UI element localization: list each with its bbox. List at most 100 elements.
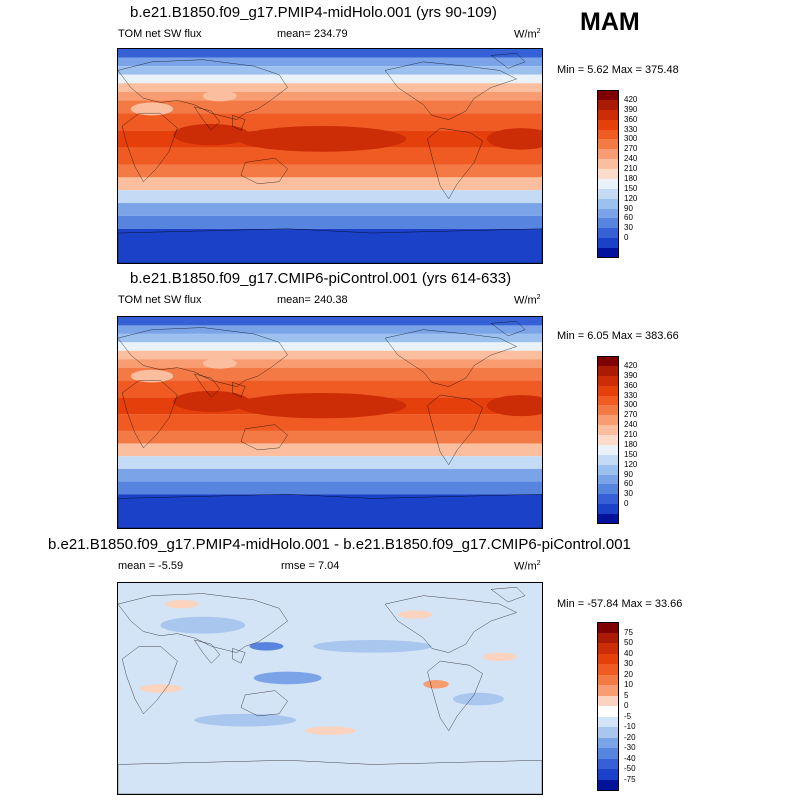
- min-max-label: Min = 5.62 Max = 375.48: [557, 64, 679, 76]
- zonal-band: [118, 494, 542, 528]
- colorbar-tick-label: 270: [624, 144, 638, 154]
- zonal-band: [118, 74, 542, 84]
- panel-title: b.e21.B1850.f09_g17.PMIP4-midHolo.001 - …: [48, 536, 631, 553]
- coastline: [241, 691, 288, 716]
- coastline: [232, 115, 245, 130]
- colorbar-swatch: [597, 90, 619, 101]
- colorbar-tick-label: 330: [624, 390, 638, 400]
- colorbar-swatch: [597, 444, 619, 456]
- coastline: [122, 113, 177, 181]
- colorbar-tick-label: 240: [624, 154, 638, 164]
- coastline: [118, 60, 288, 120]
- colorbar: 420 390 360 330 300 270 240 210 180 150 120 90 60 30 0: [597, 90, 647, 260]
- coastline: [428, 128, 483, 199]
- units-text: W/m: [514, 560, 537, 573]
- zonal-band: [118, 190, 542, 204]
- coastline: [118, 328, 288, 387]
- colorbar-swatch: [597, 375, 619, 387]
- anomaly-patch: [313, 639, 432, 653]
- colorbar-tick-label: 360: [624, 114, 638, 124]
- colorbar-tick-label: 10: [624, 680, 633, 689]
- colorbar-tick-label: 150: [624, 183, 638, 193]
- colorbar-swatch: [597, 139, 619, 150]
- colorbar-tick-label: 390: [624, 104, 638, 114]
- atlantic-maximum: [486, 128, 542, 150]
- colorbar-tick-label: 5: [624, 690, 629, 700]
- colorbar-swatch: [597, 685, 619, 696]
- sahara-patch: [130, 102, 174, 116]
- zonal-band: [118, 83, 542, 92]
- coastline: [194, 640, 219, 663]
- colorbar-tick-label: 30: [624, 659, 633, 668]
- colorbar-swatch: [597, 159, 619, 170]
- coastline: [232, 382, 245, 397]
- coastline: [232, 648, 245, 663]
- colorbar-tick-label: 120: [624, 193, 638, 203]
- colorbar-swatch: [597, 454, 619, 466]
- zonal-band: [118, 57, 542, 67]
- colorbar-tick-label: 0: [624, 233, 629, 243]
- colorbar-tick-label: 420: [624, 94, 638, 104]
- center-label: rmse = 7.04: [281, 560, 340, 572]
- map-canvas: [118, 317, 542, 528]
- panel-title: b.e21.B1850.f09_g17.CMIP6-piControl.001 …: [130, 270, 512, 287]
- colorbar-swatch: [597, 208, 619, 219]
- zonal-band: [118, 468, 542, 482]
- colorbar-swatch: [597, 622, 619, 633]
- colorbar-tick-label: 50: [624, 638, 633, 647]
- colorbar-swatch: [597, 464, 619, 476]
- atlantic-maximum: [486, 395, 542, 417]
- coastline: [241, 425, 288, 450]
- panel-title: b.e21.B1850.f09_g17.PMIP4-midHolo.001 (y…: [130, 4, 497, 21]
- anomaly-patch: [397, 610, 432, 619]
- colorbar-swatch: [597, 356, 619, 367]
- colorbar-tick-label: 330: [624, 124, 638, 134]
- zonal-band: [118, 164, 542, 178]
- zonal-band: [118, 342, 542, 351]
- zonal-band: [118, 414, 542, 431]
- map-panel: [117, 316, 543, 529]
- coastline: [118, 594, 288, 653]
- left-label: mean = -5.59: [118, 560, 184, 572]
- indian-maximum: [173, 390, 250, 412]
- coastline: [118, 760, 542, 794]
- tibet-patch: [202, 358, 237, 369]
- zonal-band: [118, 456, 542, 469]
- colorbar-tick-label: 60: [624, 213, 633, 223]
- colorbar-tick-label: -75: [624, 774, 636, 784]
- zonal-band: [118, 481, 542, 495]
- colorbar-tick-label: -20: [624, 732, 636, 742]
- colorbar-tick-label: 390: [624, 370, 638, 380]
- colorbar-tick-label: -40: [624, 753, 636, 763]
- colorbar-swatch: [597, 109, 619, 121]
- zonal-band: [118, 66, 542, 75]
- zonal-band: [118, 430, 542, 444]
- zonal-band: [118, 350, 542, 360]
- colorbar-tick-label: 420: [624, 360, 638, 370]
- colorbar-swatch: [597, 494, 619, 505]
- colorbar-swatch: [597, 748, 619, 759]
- units-label: W/m2: [514, 294, 541, 307]
- colorbar-swatch: [597, 218, 619, 229]
- sahara-patch: [130, 369, 174, 383]
- anomaly-patch: [482, 652, 517, 662]
- units-exponent: 2: [536, 28, 541, 35]
- colorbar-swatch: [597, 119, 619, 131]
- left-label: TOM net SW flux: [118, 294, 202, 306]
- colorbar-swatch: [597, 129, 619, 140]
- left-label: TOM net SW flux: [118, 28, 202, 40]
- min-max-label: Min = -57.84 Max = 33.66: [557, 598, 683, 610]
- anomaly-patch: [164, 599, 199, 609]
- units-exponent: 2: [536, 294, 541, 301]
- zonal-band: [118, 317, 542, 326]
- colorbar-swatch: [597, 474, 619, 485]
- coastline: [194, 374, 219, 397]
- zonal-band: [118, 228, 542, 263]
- colorbar-tick-label: 30: [624, 223, 633, 233]
- colorbar-tick-label: 20: [624, 669, 633, 679]
- colorbar-tick-label: 30: [624, 489, 633, 499]
- colorbar-tick-label: 300: [624, 400, 638, 410]
- colorbar-swatch: [597, 365, 619, 377]
- colorbar-swatch: [597, 716, 619, 728]
- anomaly-patch: [452, 692, 504, 706]
